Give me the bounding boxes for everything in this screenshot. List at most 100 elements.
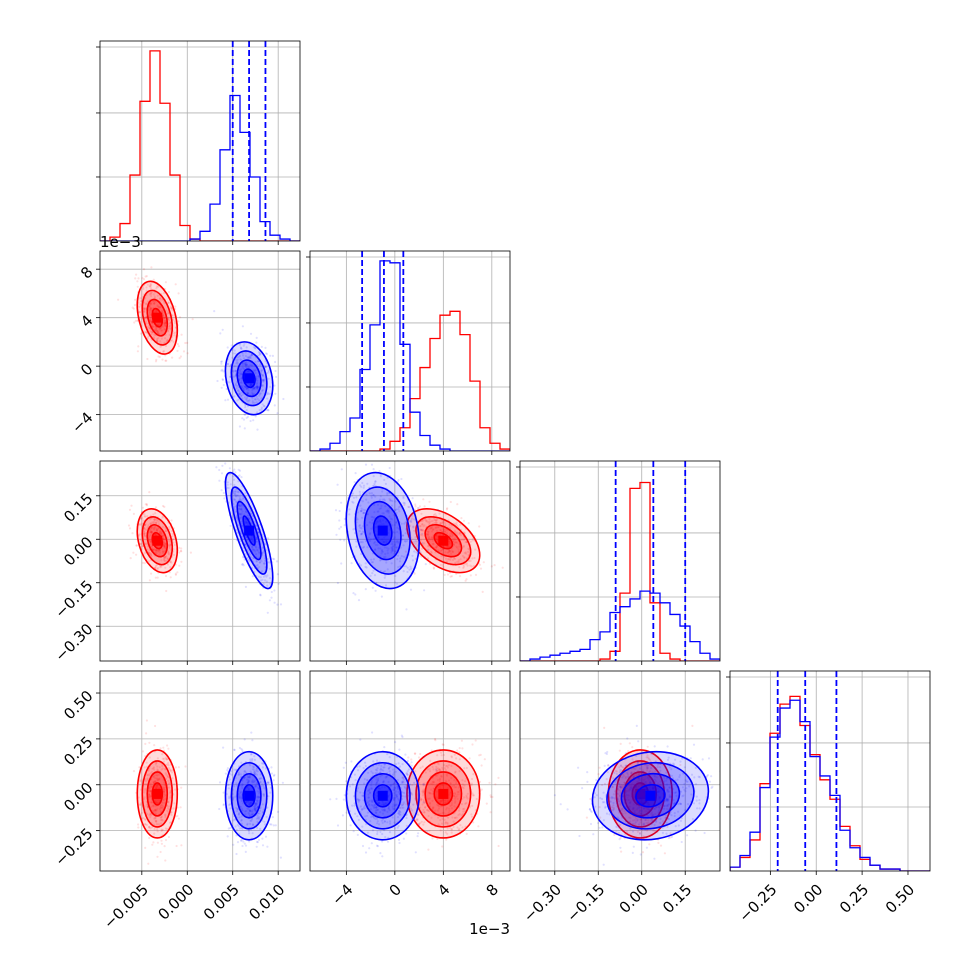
- scatter-point: [242, 393, 245, 396]
- scatter-point: [345, 780, 348, 783]
- scatter-point: [255, 769, 258, 773]
- scatter-point: [435, 546, 438, 549]
- scatter-point: [153, 295, 156, 298]
- scatter-point: [394, 543, 397, 546]
- scatter-point: [379, 495, 382, 498]
- scatter-point: [406, 566, 409, 569]
- scatter-point: [455, 523, 458, 527]
- scatter-point: [430, 520, 433, 523]
- scatter-point: [148, 756, 151, 759]
- scatter-point: [243, 413, 246, 416]
- scatter-point: [161, 805, 164, 808]
- scatter-point: [247, 365, 250, 368]
- scatter-point: [166, 828, 169, 831]
- scatter-point: [156, 801, 159, 804]
- scatter-point: [248, 366, 251, 369]
- scatter-point: [432, 543, 435, 546]
- scatter-point: [417, 756, 421, 759]
- scatter-point: [229, 524, 232, 527]
- scatter-point: [413, 752, 416, 755]
- scatter-point: [166, 557, 170, 561]
- scatter-point: [222, 370, 225, 373]
- scatter-point: [445, 560, 448, 563]
- scatter-point: [438, 512, 441, 515]
- scatter-point: [262, 404, 265, 407]
- scatter-point: [138, 803, 141, 806]
- scatter-point: [149, 782, 152, 785]
- scatter-point: [393, 581, 397, 584]
- density-peak: [244, 373, 255, 384]
- scatter-point: [393, 550, 396, 553]
- scatter-point: [264, 365, 268, 368]
- scatter-point: [377, 536, 380, 539]
- scatter-point: [163, 794, 166, 797]
- scatter-point: [407, 756, 410, 759]
- scatter-point: [412, 541, 415, 544]
- panel-content: [100, 671, 300, 871]
- scatter-point: [457, 548, 460, 551]
- scatter-point: [435, 537, 438, 540]
- scatter-point: [173, 334, 176, 337]
- scatter-point: [244, 404, 247, 407]
- scatter-point: [144, 823, 147, 826]
- scatter-point: [148, 312, 151, 315]
- scatter-point: [233, 505, 236, 508]
- scatter-point: [164, 813, 167, 816]
- scatter-point: [161, 313, 165, 317]
- scatter-point: [164, 325, 167, 328]
- scatter-point: [148, 305, 151, 308]
- scatter-point: [258, 392, 261, 395]
- scatter-point: [175, 844, 178, 848]
- scatter-point: [155, 522, 158, 525]
- scatter-point: [246, 370, 249, 373]
- scatter-point: [240, 379, 243, 382]
- scatter-point: [229, 473, 232, 476]
- scatter-point: [156, 769, 160, 772]
- scatter-point: [136, 319, 139, 322]
- scatter-point: [147, 335, 150, 338]
- scatter-point: [173, 320, 177, 323]
- scatter-point: [468, 757, 471, 760]
- scatter-point: [458, 545, 461, 548]
- scatter-point: [435, 529, 438, 532]
- scatter-point: [371, 572, 374, 575]
- scatter-point: [379, 547, 382, 550]
- scatter-point: [426, 545, 430, 548]
- scatter-point: [257, 795, 260, 798]
- scatter-point: [163, 781, 166, 784]
- scatter-point: [144, 783, 147, 786]
- scatter-point: [389, 499, 392, 502]
- scatter-point: [252, 765, 255, 768]
- scatter-point: [158, 778, 161, 781]
- scatter-point: [350, 562, 353, 565]
- scatter-point: [143, 527, 146, 531]
- scatter-point: [401, 538, 404, 541]
- scatter-point: [157, 337, 160, 340]
- scatter-point: [146, 778, 149, 781]
- scatter-point: [167, 835, 170, 839]
- scatter-point: [442, 530, 445, 533]
- scatter-point: [266, 611, 269, 614]
- scatter-point: [180, 333, 183, 336]
- scatter-point: [241, 510, 244, 513]
- scatter-point: [154, 566, 157, 569]
- scatter-point: [244, 800, 248, 803]
- scatter-point: [354, 593, 357, 596]
- scatter-point: [253, 388, 256, 391]
- scatter-point: [133, 303, 136, 307]
- scatter-point: [139, 803, 142, 806]
- scatter-point: [259, 579, 262, 582]
- scatter-point: [160, 532, 163, 535]
- scatter-point: [248, 840, 251, 843]
- panel-content: [310, 251, 510, 451]
- scatter-point: [232, 843, 235, 846]
- scatter-point: [448, 549, 451, 552]
- scatter-point: [345, 811, 348, 814]
- scatter-point: [147, 524, 150, 527]
- scatter-point: [235, 806, 238, 809]
- scatter-point: [167, 801, 170, 804]
- scatter-point: [156, 774, 159, 777]
- scatter-point: [149, 309, 152, 312]
- scatter-point: [144, 823, 147, 826]
- scatter-point: [237, 356, 240, 359]
